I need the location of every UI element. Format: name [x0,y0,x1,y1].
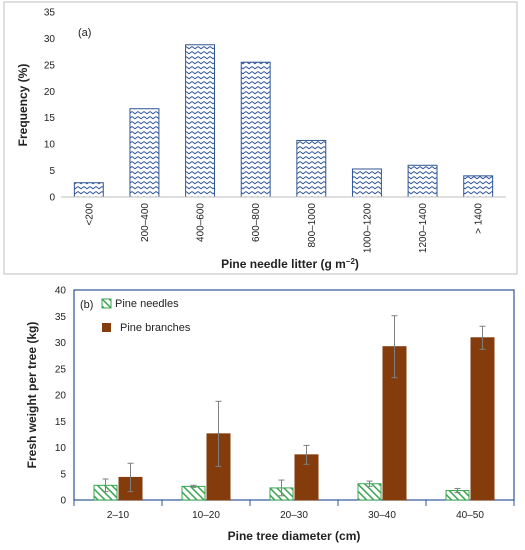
chart-a-xlabel: Pine needle litter (g m−2) [221,257,359,271]
chart-a-ytick-label: 15 [44,113,56,124]
chart-b-ytick-label: 35 [55,312,67,323]
chart-a-bar [129,108,160,198]
chart-a-bar [407,164,438,198]
chart-a: (a) Frequency (%) Pine needle litter (g … [3,1,518,275]
chart-a-bar [296,139,327,198]
chart-b-legend: Pine needles Pine branches [101,298,191,334]
chart-b-xtick-label: 20–30 [280,510,308,521]
chart-a-ytick-label: 0 [49,193,55,204]
chart-a-bar [463,175,494,198]
chart-a-ytick-label: 5 [49,166,55,177]
chart-a-ytick-label: 25 [44,60,56,71]
chart-b-ytick-label: 15 [55,417,67,428]
chart-a-xtick-label: > 1400 [474,203,485,234]
chart-b-xtick-label: 10–20 [192,510,220,521]
chart-a-xtick-label: 200–400 [140,203,151,242]
chart-b-ytick-label: 25 [55,364,67,375]
chart-a-bar [185,44,216,198]
chart-b-ytick-label: 10 [55,443,67,454]
chart-a-ytick-label: 35 [44,8,56,19]
chart-a-bar [73,182,104,198]
legend-label-needles: Pine needles [115,298,179,310]
chart-a-panel-label: (a) [78,27,91,39]
chart-a-xtick-label: 600–800 [251,203,262,242]
chart-b: (b) Fresh weight per tree (kg) Pine tree… [25,286,515,543]
chart-a-ytick-label: 20 [44,87,56,98]
chart-a-bar [240,61,271,198]
chart-b-xlabel: Pine tree diameter (cm) [228,529,361,543]
chart-a-bar [351,168,382,198]
chart-b-ytick-label: 40 [55,286,67,297]
chart-b-xtick-label: 30–40 [368,510,396,521]
chart-a-xtick-label: 800–1000 [307,203,318,248]
chart-a-ytick-label: 10 [44,140,56,151]
chart-a-xtick-label: 400–600 [196,203,207,242]
legend-swatch-branches [102,323,111,332]
legend-label-branches: Pine branches [120,322,191,334]
chart-b-ytick-label: 0 [60,496,66,507]
chart-b-ylabel: Fresh weight per tree (kg) [25,322,39,469]
chart-a-ylabel: Frequency (%) [16,64,30,147]
legend-swatch-needles [101,298,112,309]
chart-a-ytick-label: 30 [44,34,56,45]
chart-a-xtick-label: <200 [84,203,95,226]
chart-a-xtick-label: 1200–1400 [418,203,429,253]
chart-b-panel-label: (b) [80,299,93,311]
chart-b-plot-frame [73,289,515,501]
chart-b-ytick-label: 30 [55,338,67,349]
chart-a-xtick-label: 1000–1200 [362,203,373,253]
chart-b-xtick-label: 40–50 [456,510,484,521]
chart-b-bar-needles [181,485,206,501]
chart-b-xtick-label: 2–10 [107,510,130,521]
chart-b-bar-branches [470,337,495,501]
chart-a-frame [3,1,518,275]
chart-b-ytick-label: 20 [55,391,67,402]
chart-b-ytick-label: 5 [60,469,66,480]
